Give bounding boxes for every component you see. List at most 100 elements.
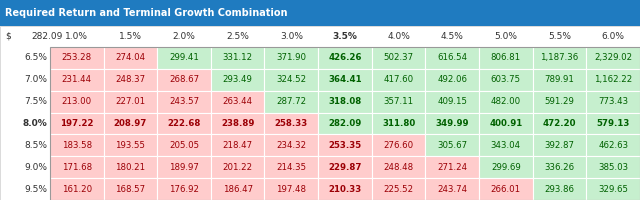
Bar xyxy=(586,113,640,134)
Text: 357.11: 357.11 xyxy=(383,97,413,106)
Text: 9.5%: 9.5% xyxy=(24,185,47,194)
Text: 392.87: 392.87 xyxy=(545,141,575,150)
Bar xyxy=(104,156,157,178)
Bar xyxy=(0,26,640,47)
Text: 213.00: 213.00 xyxy=(61,97,92,106)
Text: 1,187.36: 1,187.36 xyxy=(540,53,579,62)
Text: 3.5%: 3.5% xyxy=(333,32,357,41)
Text: 243.74: 243.74 xyxy=(437,185,467,194)
Bar xyxy=(426,134,479,156)
Text: 324.52: 324.52 xyxy=(276,75,307,84)
Text: 806.81: 806.81 xyxy=(491,53,521,62)
Text: 227.01: 227.01 xyxy=(115,97,145,106)
Text: 364.41: 364.41 xyxy=(328,75,362,84)
Bar xyxy=(50,47,104,69)
Text: 183.58: 183.58 xyxy=(61,141,92,150)
Text: 616.54: 616.54 xyxy=(437,53,467,62)
Text: 371.90: 371.90 xyxy=(276,53,307,62)
Bar xyxy=(157,69,211,91)
Text: 214.35: 214.35 xyxy=(276,163,307,172)
Bar xyxy=(479,69,532,91)
Text: 193.55: 193.55 xyxy=(115,141,145,150)
Bar xyxy=(586,178,640,200)
Text: 274.04: 274.04 xyxy=(115,53,145,62)
Text: 1.0%: 1.0% xyxy=(65,32,88,41)
Text: 197.48: 197.48 xyxy=(276,185,307,194)
Bar xyxy=(157,156,211,178)
Bar xyxy=(479,156,532,178)
Bar xyxy=(318,47,372,69)
Text: 6.0%: 6.0% xyxy=(602,32,625,41)
Text: 6.5%: 6.5% xyxy=(24,53,47,62)
Bar xyxy=(532,47,586,69)
Bar xyxy=(372,47,426,69)
Bar xyxy=(50,91,104,113)
Bar xyxy=(264,47,318,69)
Text: 417.60: 417.60 xyxy=(383,75,413,84)
Text: 248.37: 248.37 xyxy=(115,75,145,84)
Bar xyxy=(318,134,372,156)
Text: 502.37: 502.37 xyxy=(383,53,413,62)
Bar xyxy=(211,113,264,134)
Bar xyxy=(479,91,532,113)
Bar xyxy=(157,113,211,134)
Text: 263.44: 263.44 xyxy=(223,97,253,106)
Bar xyxy=(372,134,426,156)
Bar xyxy=(104,91,157,113)
Text: 287.72: 287.72 xyxy=(276,97,307,106)
Text: 1,162.22: 1,162.22 xyxy=(594,75,632,84)
Text: 4.0%: 4.0% xyxy=(387,32,410,41)
Text: 426.26: 426.26 xyxy=(328,53,362,62)
Bar xyxy=(264,69,318,91)
Bar xyxy=(104,69,157,91)
Bar xyxy=(318,113,372,134)
Text: 229.87: 229.87 xyxy=(328,163,362,172)
Bar xyxy=(50,178,104,200)
Text: 385.03: 385.03 xyxy=(598,163,628,172)
Text: 603.75: 603.75 xyxy=(491,75,521,84)
Bar xyxy=(532,113,586,134)
Bar xyxy=(479,47,532,69)
Text: 197.22: 197.22 xyxy=(60,119,93,128)
Text: 299.41: 299.41 xyxy=(169,53,199,62)
Bar xyxy=(372,91,426,113)
Text: 268.67: 268.67 xyxy=(169,75,199,84)
Text: 8.0%: 8.0% xyxy=(22,119,47,128)
Text: 253.35: 253.35 xyxy=(328,141,362,150)
Text: 276.60: 276.60 xyxy=(383,141,413,150)
Text: 789.91: 789.91 xyxy=(545,75,575,84)
Text: 409.15: 409.15 xyxy=(437,97,467,106)
Text: 168.57: 168.57 xyxy=(115,185,145,194)
Text: 2,329.02: 2,329.02 xyxy=(594,53,632,62)
Text: 773.43: 773.43 xyxy=(598,97,628,106)
Text: 293.86: 293.86 xyxy=(545,185,575,194)
Text: 186.47: 186.47 xyxy=(223,185,253,194)
Text: $: $ xyxy=(5,32,11,41)
Bar xyxy=(157,91,211,113)
Bar xyxy=(50,69,104,91)
Text: 331.12: 331.12 xyxy=(223,53,253,62)
Text: 238.89: 238.89 xyxy=(221,119,254,128)
Bar xyxy=(264,178,318,200)
Text: 591.29: 591.29 xyxy=(545,97,575,106)
Bar xyxy=(532,91,586,113)
Bar xyxy=(264,134,318,156)
Text: 248.48: 248.48 xyxy=(383,163,413,172)
Text: 210.33: 210.33 xyxy=(328,185,362,194)
Bar xyxy=(157,178,211,200)
Text: 7.0%: 7.0% xyxy=(24,75,47,84)
Bar xyxy=(586,69,640,91)
Text: 222.68: 222.68 xyxy=(167,119,201,128)
Text: 492.06: 492.06 xyxy=(437,75,467,84)
Bar xyxy=(426,47,479,69)
Text: 8.5%: 8.5% xyxy=(24,141,47,150)
Bar xyxy=(104,47,157,69)
Bar xyxy=(426,178,479,200)
Bar xyxy=(318,156,372,178)
Text: 311.80: 311.80 xyxy=(382,119,415,128)
Text: 293.49: 293.49 xyxy=(223,75,253,84)
Text: 266.01: 266.01 xyxy=(491,185,521,194)
Text: 7.5%: 7.5% xyxy=(24,97,47,106)
Bar xyxy=(532,134,586,156)
Text: 282.09: 282.09 xyxy=(31,32,63,41)
